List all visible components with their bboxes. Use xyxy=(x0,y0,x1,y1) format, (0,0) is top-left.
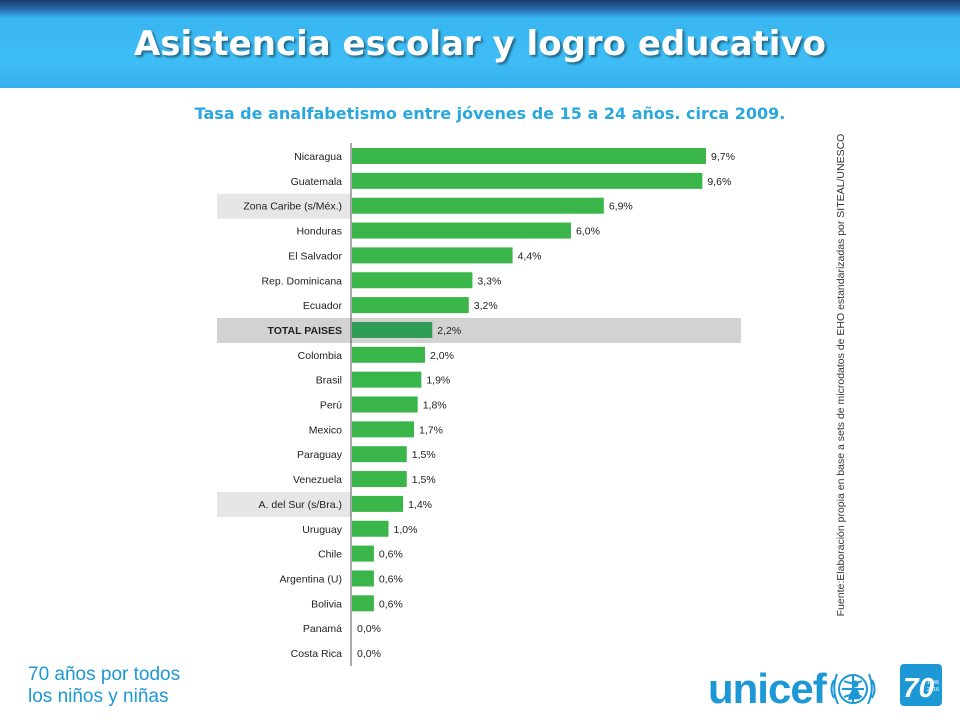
bar-uruguay xyxy=(352,520,389,537)
category-label-nicaragua: Nicaragua xyxy=(294,151,342,163)
unicef-emblem-icon xyxy=(830,673,876,705)
chart-subtitle: Tasa de analfabetismo entre jóvenes de 1… xyxy=(194,104,786,123)
value-label-chile: 0,6% xyxy=(379,549,403,561)
category-label-honduras: Honduras xyxy=(296,226,342,238)
page-title: Asistencia escolar y logro educativo xyxy=(133,24,826,64)
anniversary-year-end: 2016 xyxy=(927,687,939,693)
category-label-costa-rica: Costa Rica xyxy=(291,648,343,660)
bar-colombia xyxy=(352,346,425,363)
category-label-uruguay: Uruguay xyxy=(302,524,342,536)
category-label-total-paises: TOTAL PAISES xyxy=(268,325,342,337)
bar-total-paises xyxy=(352,321,433,338)
unicef-logo-text: unicef xyxy=(708,665,827,712)
bar-bolivia xyxy=(352,595,374,612)
anniversary-number: 70 xyxy=(903,672,935,703)
highlight-band-a-del-sur-s-bra xyxy=(217,491,351,517)
bar-guatemala xyxy=(352,172,703,189)
tagline: 70 años por todos los niños y niñas xyxy=(28,664,248,708)
category-label-rep-dominicana: Rep. Dominicana xyxy=(261,275,342,287)
category-label-venezuela: Venezuela xyxy=(293,474,342,486)
bar-el-salvador xyxy=(352,247,513,264)
bar-argentina-u xyxy=(352,570,374,587)
header-banner: Asistencia escolar y logro educativo xyxy=(0,0,960,88)
bar-venezuela xyxy=(352,471,407,488)
tagline-line-1: 70 años por todos xyxy=(28,664,181,685)
category-label-chile: Chile xyxy=(318,549,342,561)
bar-brasil xyxy=(352,371,422,388)
source-note-text: Fuente:Elaboración propia en base a sets… xyxy=(835,133,847,617)
tagline-line-2: los niños y niñas xyxy=(28,686,169,707)
category-label-zona-caribe-s-mex: Zona Caribe (s/Méx.) xyxy=(243,201,342,213)
category-label-brasil: Brasil xyxy=(316,375,342,387)
value-label-venezuela: 1,5% xyxy=(412,474,436,486)
bar-ecuador xyxy=(352,297,469,314)
value-label-guatemala: 9,6% xyxy=(707,176,731,188)
bar-mexico xyxy=(352,421,415,438)
bar-peru xyxy=(352,396,418,413)
value-label-paraguay: 1,5% xyxy=(412,449,436,461)
highlight-band-total-paises xyxy=(217,317,741,343)
category-label-guatemala: Guatemala xyxy=(291,176,343,188)
source-note: Fuente:Elaboración propia en base a sets… xyxy=(833,110,849,640)
category-label-mexico: Mexico xyxy=(309,424,342,436)
anniversary-year-start: 1946 xyxy=(927,680,939,686)
value-label-honduras: 6,0% xyxy=(576,226,600,238)
bar-a-del-sur-s-bra xyxy=(352,495,404,512)
value-label-colombia: 2,0% xyxy=(430,350,454,362)
value-label-el-salvador: 4,4% xyxy=(518,250,542,262)
highlight-band-zona-caribe-s-mex xyxy=(217,193,351,219)
value-label-costa-rica: 0,0% xyxy=(357,648,381,660)
category-label-bolivia: Bolivia xyxy=(311,598,342,610)
value-label-mexico: 1,7% xyxy=(419,424,443,436)
seventy-years-icon: 70 1946 2016 xyxy=(900,664,942,706)
value-label-panama: 0,0% xyxy=(357,623,381,635)
value-label-total-paises: 2,2% xyxy=(437,325,461,337)
value-label-bolivia: 0,6% xyxy=(379,598,403,610)
category-label-ecuador: Ecuador xyxy=(303,300,343,312)
category-label-el-salvador: El Salvador xyxy=(288,250,342,262)
category-label-panama: Panamá xyxy=(303,623,342,635)
bar-rep-dominicana xyxy=(352,272,473,289)
value-label-peru: 1,8% xyxy=(423,400,447,412)
value-label-ecuador: 3,2% xyxy=(474,300,498,312)
category-label-colombia: Colombia xyxy=(298,350,343,362)
bar-chile xyxy=(352,545,374,562)
value-label-uruguay: 1,0% xyxy=(393,524,417,536)
category-label-peru: Perú xyxy=(320,400,342,412)
value-label-a-del-sur-s-bra: 1,4% xyxy=(408,499,432,511)
category-label-argentina-u: Argentina (U) xyxy=(280,573,342,585)
value-label-argentina-u: 0,6% xyxy=(379,573,403,585)
value-label-zona-caribe-s-mex: 6,9% xyxy=(609,201,633,213)
category-label-paraguay: Paraguay xyxy=(297,449,343,461)
value-label-nicaragua: 9,7% xyxy=(711,151,735,163)
bar-honduras xyxy=(352,222,571,239)
value-label-rep-dominicana: 3,3% xyxy=(477,275,501,287)
value-label-brasil: 1,9% xyxy=(426,375,450,387)
category-label-a-del-sur-s-bra: A. del Sur (s/Bra.) xyxy=(259,499,342,511)
bar-paraguay xyxy=(352,446,407,463)
bar-zona-caribe-s-mex xyxy=(352,197,604,214)
bar-nicaragua xyxy=(352,148,706,164)
